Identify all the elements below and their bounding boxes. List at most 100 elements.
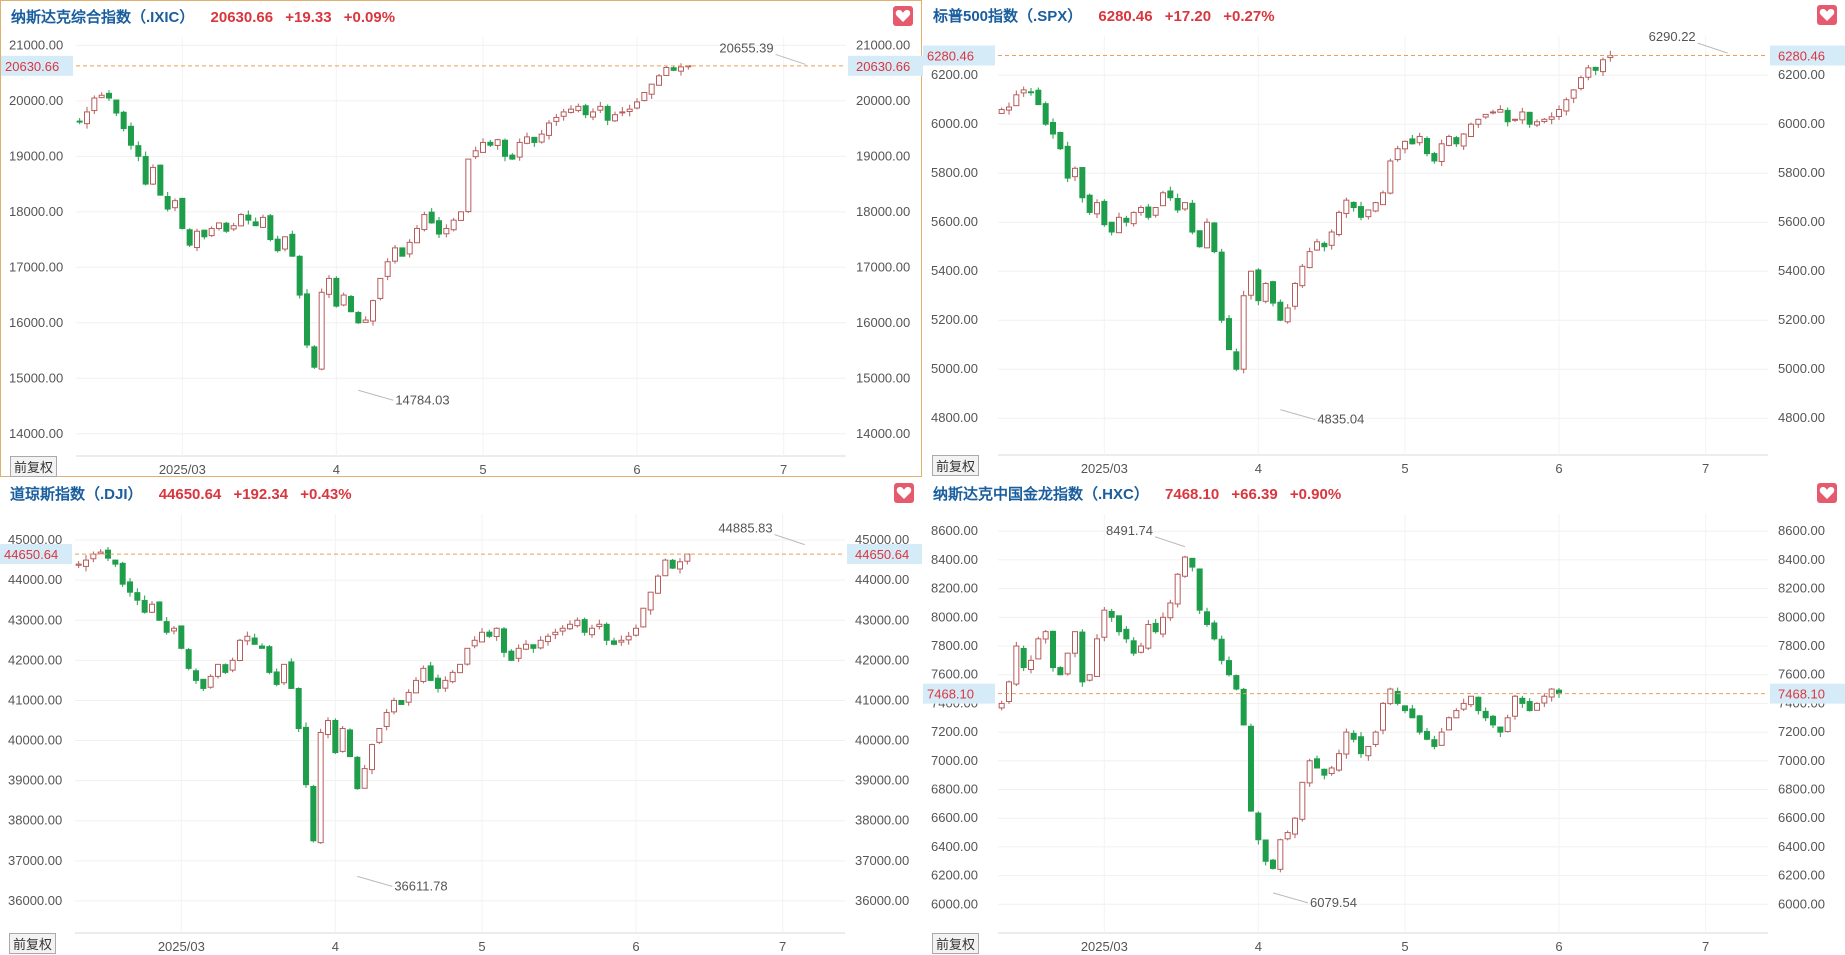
y-tick-label-right: 5200.00	[1778, 312, 1825, 327]
min-annotation-line	[1280, 409, 1316, 421]
y-tick-label-right: 5400.00	[1778, 263, 1825, 278]
candle-body	[163, 621, 170, 633]
index-title[interactable]: 道琼斯指数（.DJI）	[10, 486, 143, 503]
candle-body	[325, 719, 331, 736]
favorite-heart-icon[interactable]	[894, 483, 914, 503]
panel-ixic[interactable]: 纳斯达克综合指数（.IXIC） 20630.66 +19.33 +0.09% 1…	[0, 0, 923, 478]
candle-body	[1512, 695, 1518, 717]
candle-body	[1028, 91, 1034, 94]
y-tick-label-left: 39000.00	[8, 773, 62, 788]
y-tick-label-left: 5800.00	[931, 165, 978, 180]
candle-body	[531, 136, 538, 143]
panel-dji[interactable]: 道琼斯指数（.DJI） 44650.64 +192.34 +0.43% 3600…	[0, 478, 922, 955]
y-tick-label-right: 17000.00	[856, 259, 910, 274]
panel-header: 纳斯达克中国金龙指数（.HXC） 7468.10 +66.39 +0.90%	[933, 483, 1341, 504]
y-tick-label-left: 36000.00	[8, 893, 62, 908]
candle-body	[1248, 725, 1254, 812]
y-tick-label-left: 8400.00	[931, 552, 978, 567]
panel-header: 道琼斯指数（.DJI） 44650.64 +192.34 +0.43%	[10, 483, 352, 504]
candle-body	[377, 277, 384, 299]
candlestick-chart[interactable]: 14000.00 14000.00 15000.00 15000.00 16000.00…	[1, 1, 923, 478]
candlestick-chart[interactable]: 4800.00 4800.00 5000.00 5000.00 5200.00 5200.…	[923, 0, 1845, 477]
y-tick-label-right: 15000.00	[856, 370, 910, 385]
candle-body	[200, 678, 207, 689]
panel-spx[interactable]: 标普500指数（.SPX） 6280.46 +17.20 +0.27% 4800…	[923, 0, 1845, 477]
candle-body	[523, 643, 529, 650]
candle-body	[493, 627, 500, 638]
y-tick-label-right: 37000.00	[855, 853, 909, 868]
y-tick-label-left: 6800.00	[931, 782, 978, 797]
y-tick-label-left: 7200.00	[931, 724, 978, 739]
candle-body	[618, 639, 625, 643]
candle-body	[406, 241, 413, 255]
adjustment-button[interactable]: 前复权	[932, 455, 980, 476]
candle-body	[494, 139, 501, 146]
candle-body	[1189, 557, 1196, 568]
candle-body	[347, 729, 353, 758]
y-tick-label-left: 5000.00	[931, 361, 978, 376]
candle-body	[443, 227, 450, 235]
candle-body	[1086, 194, 1093, 213]
min-annotation-line	[1272, 892, 1309, 904]
last-price-tag-left	[923, 45, 995, 66]
adjustment-button[interactable]: 前复权	[932, 933, 980, 954]
y-tick-label-right: 16000.00	[856, 315, 910, 330]
last-price-label-left: 44650.64	[4, 547, 58, 562]
index-title[interactable]: 纳斯达克中国金龙指数（.HXC）	[933, 486, 1149, 503]
panel-header: 纳斯达克综合指数（.IXIC） 20630.66 +19.33 +0.09%	[11, 6, 395, 27]
candle-body	[1358, 206, 1364, 218]
candle-body	[1438, 143, 1445, 162]
candle-body	[552, 631, 559, 636]
candle-body	[1504, 717, 1511, 733]
candle-body	[457, 663, 463, 674]
candle-body	[1226, 318, 1232, 351]
candle-body	[1321, 242, 1328, 248]
candle-body	[237, 639, 243, 662]
candle-body	[1130, 640, 1137, 654]
candle-body	[1387, 160, 1394, 194]
y-tick-label-left: 45000.00	[8, 532, 62, 547]
candle-body	[1438, 731, 1445, 746]
candlestick-chart[interactable]: 6000.00 6000.00 6200.00 6200.00 6400.00 6400.…	[923, 478, 1845, 955]
panel-hxc[interactable]: 纳斯达克中国金龙指数（.HXC） 7468.10 +66.39 +0.90% 6…	[923, 478, 1845, 955]
candle-body	[178, 625, 185, 649]
favorite-heart-icon[interactable]	[1817, 5, 1837, 25]
candle-body	[656, 75, 662, 86]
candle-body	[998, 109, 1005, 114]
favorite-heart-icon[interactable]	[893, 6, 913, 26]
candle-body	[119, 562, 126, 585]
candle-body	[480, 141, 486, 153]
candle-body	[1101, 609, 1108, 638]
candle-body	[655, 575, 661, 594]
candle-body	[1072, 167, 1078, 178]
y-tick-label-right: 8400.00	[1778, 552, 1825, 567]
candlestick-chart[interactable]: 36000.00 36000.00 37000.00 37000.00 38000.00…	[0, 478, 922, 955]
candle-body	[106, 92, 112, 99]
candle-body	[310, 785, 317, 842]
candle-body	[1299, 781, 1306, 820]
y-tick-label-left: 43000.00	[8, 612, 62, 627]
index-title[interactable]: 纳斯达克综合指数（.IXIC）	[11, 9, 195, 26]
candle-body	[98, 94, 105, 99]
candle-body	[1101, 200, 1108, 226]
index-title[interactable]: 标普500指数（.SPX）	[933, 8, 1083, 25]
candle-body	[458, 211, 464, 221]
y-tick-label-left: 8600.00	[931, 523, 978, 538]
candle-body	[179, 197, 186, 229]
candle-body	[1050, 121, 1056, 135]
adjustment-button[interactable]: 前复权	[9, 933, 57, 954]
candle-body	[164, 196, 171, 210]
max-annotation-line	[774, 534, 805, 546]
x-tick-label: 5	[478, 939, 485, 954]
index-change-percent: +0.09%	[343, 9, 396, 26]
candle-body	[1160, 192, 1166, 207]
candle-body	[1042, 103, 1049, 125]
candle-body	[1556, 689, 1562, 695]
index-price: 20630.66	[210, 9, 274, 26]
adjustment-button[interactable]: 前复权	[10, 456, 58, 477]
candle-body	[1446, 135, 1452, 146]
candle-body	[112, 559, 119, 565]
candle-body	[1548, 688, 1555, 698]
candle-body	[215, 663, 221, 677]
favorite-heart-icon[interactable]	[1817, 483, 1837, 503]
